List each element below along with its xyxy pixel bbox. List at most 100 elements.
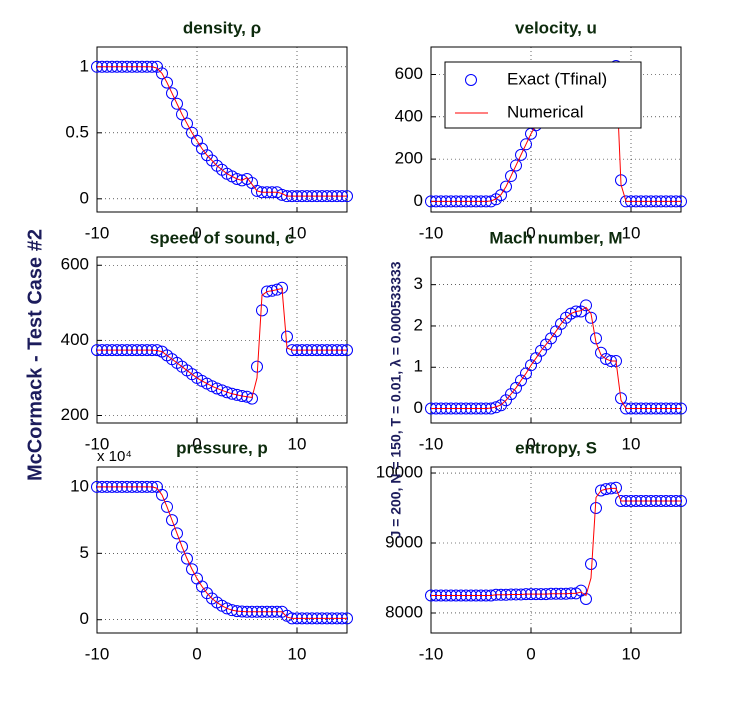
x-tick-label: -10: [85, 434, 110, 453]
x-tick-label: 0: [526, 644, 535, 663]
chart-title: velocity, u: [515, 18, 597, 37]
exact-marker: [585, 557, 597, 570]
exact-marker: [161, 76, 173, 89]
axes-box: [430, 46, 682, 213]
exact-marker: [166, 514, 178, 527]
exact-marker: [515, 148, 527, 161]
y-tick-label: 200: [61, 405, 89, 424]
exact-marker: [186, 563, 198, 576]
y-tick-label: 0: [414, 398, 423, 417]
exact-marker: [246, 392, 258, 405]
suptitle: McCormack - Test Case #2: [24, 229, 46, 481]
chart-title: density, ρ: [183, 18, 261, 37]
y-tick-label: 1: [414, 357, 423, 376]
exact-marker: [171, 97, 183, 110]
exact-marker: [251, 184, 263, 197]
exact-marker: [615, 392, 627, 405]
y-tick-label: 10: [70, 476, 89, 495]
x-tick-label: -10: [419, 223, 444, 242]
y-tick-label: 3: [414, 274, 423, 293]
chart-title: pressure, p: [176, 438, 268, 457]
exact-marker: [256, 304, 268, 317]
y-tick-label: 0: [80, 188, 89, 207]
x-tick-label: 10: [288, 223, 307, 242]
y-tick-label: 0.5: [65, 122, 89, 141]
exact-marker: [166, 87, 178, 100]
exact-marker: [161, 500, 173, 513]
axes-box: [96, 466, 348, 634]
legend-label: Numerical: [507, 102, 584, 121]
legend-marker: [465, 74, 477, 86]
y-tick-label: 2: [414, 315, 423, 334]
x-tick-label: -10: [419, 434, 444, 453]
numerical-line: [97, 66, 347, 197]
chart-title: speed of sound, c: [150, 228, 295, 247]
axes-box: [96, 46, 348, 213]
x-tick-label: 0: [192, 644, 201, 663]
exact-marker: [505, 170, 517, 183]
exact-marker: [600, 483, 612, 496]
y-tick-label: 0: [414, 191, 423, 210]
exact-marker: [181, 117, 193, 130]
exact-marker: [610, 481, 622, 494]
exact-marker: [226, 604, 238, 617]
params: J = 200, N = 150, T = 0.01, λ = 0.000533…: [388, 261, 404, 538]
exact-marker: [231, 173, 243, 185]
exact-marker: [580, 592, 592, 605]
chart-title: entropy, S: [515, 438, 597, 457]
exact-marker: [176, 108, 188, 121]
x-tick-label: 10: [288, 434, 307, 453]
y-tick-label: 200: [395, 149, 423, 168]
x-tick-label: 0: [192, 223, 201, 242]
exact-marker: [176, 540, 188, 553]
axes-box: [430, 256, 682, 424]
y-tick-label: 10000: [376, 463, 423, 482]
x-tick-label: 0: [526, 434, 535, 453]
y-tick-label: 5: [80, 543, 89, 562]
legend-label: Exact (Tfinal): [507, 69, 607, 88]
plot-area: [431, 467, 681, 633]
exact-marker: [261, 285, 273, 298]
exact-marker: [580, 299, 592, 312]
exact-marker: [585, 311, 597, 324]
axes-box: [96, 256, 348, 424]
exact-marker: [156, 488, 168, 501]
axes-box: [430, 466, 682, 634]
x-tick-label: 10: [622, 223, 641, 242]
x-tick-label: -10: [85, 644, 110, 663]
legend-box: [444, 61, 642, 129]
x-tick-label: 0: [192, 434, 201, 453]
exact-marker: [565, 307, 577, 320]
exact-marker: [231, 388, 243, 401]
exact-marker: [520, 138, 532, 151]
exact-marker: [510, 159, 522, 172]
exact-marker: [600, 352, 612, 365]
exact-marker: [171, 527, 183, 540]
x-tick-label: 10: [622, 644, 641, 663]
exact-marker: [156, 67, 168, 80]
x-tick-label: -10: [419, 644, 444, 663]
y-tick-label: 400: [61, 330, 89, 349]
x-tick-label: -10: [85, 223, 110, 242]
exact-marker: [500, 180, 512, 193]
numerical-line: [431, 487, 681, 597]
y-tick-label: 400: [395, 106, 423, 125]
numerical-line: [431, 306, 681, 410]
y-tick-label: 600: [395, 64, 423, 83]
plot-area: [97, 257, 347, 423]
numerical-line: [97, 486, 347, 619]
x-tick-label: 0: [526, 223, 535, 242]
y-tick-label: 0: [80, 609, 89, 628]
y-multiplier: x 10⁴: [97, 448, 132, 465]
exact-marker: [181, 552, 193, 565]
y-tick-label: 9000: [385, 532, 423, 551]
chart-title: Mach number, M: [489, 228, 622, 247]
numerical-line: [97, 287, 347, 399]
exact-marker: [490, 401, 502, 414]
plot-area: [97, 47, 347, 212]
exact-marker: [590, 332, 602, 345]
y-tick-label: 600: [61, 255, 89, 274]
x-tick-label: 10: [288, 644, 307, 663]
exact-marker: [595, 484, 607, 497]
